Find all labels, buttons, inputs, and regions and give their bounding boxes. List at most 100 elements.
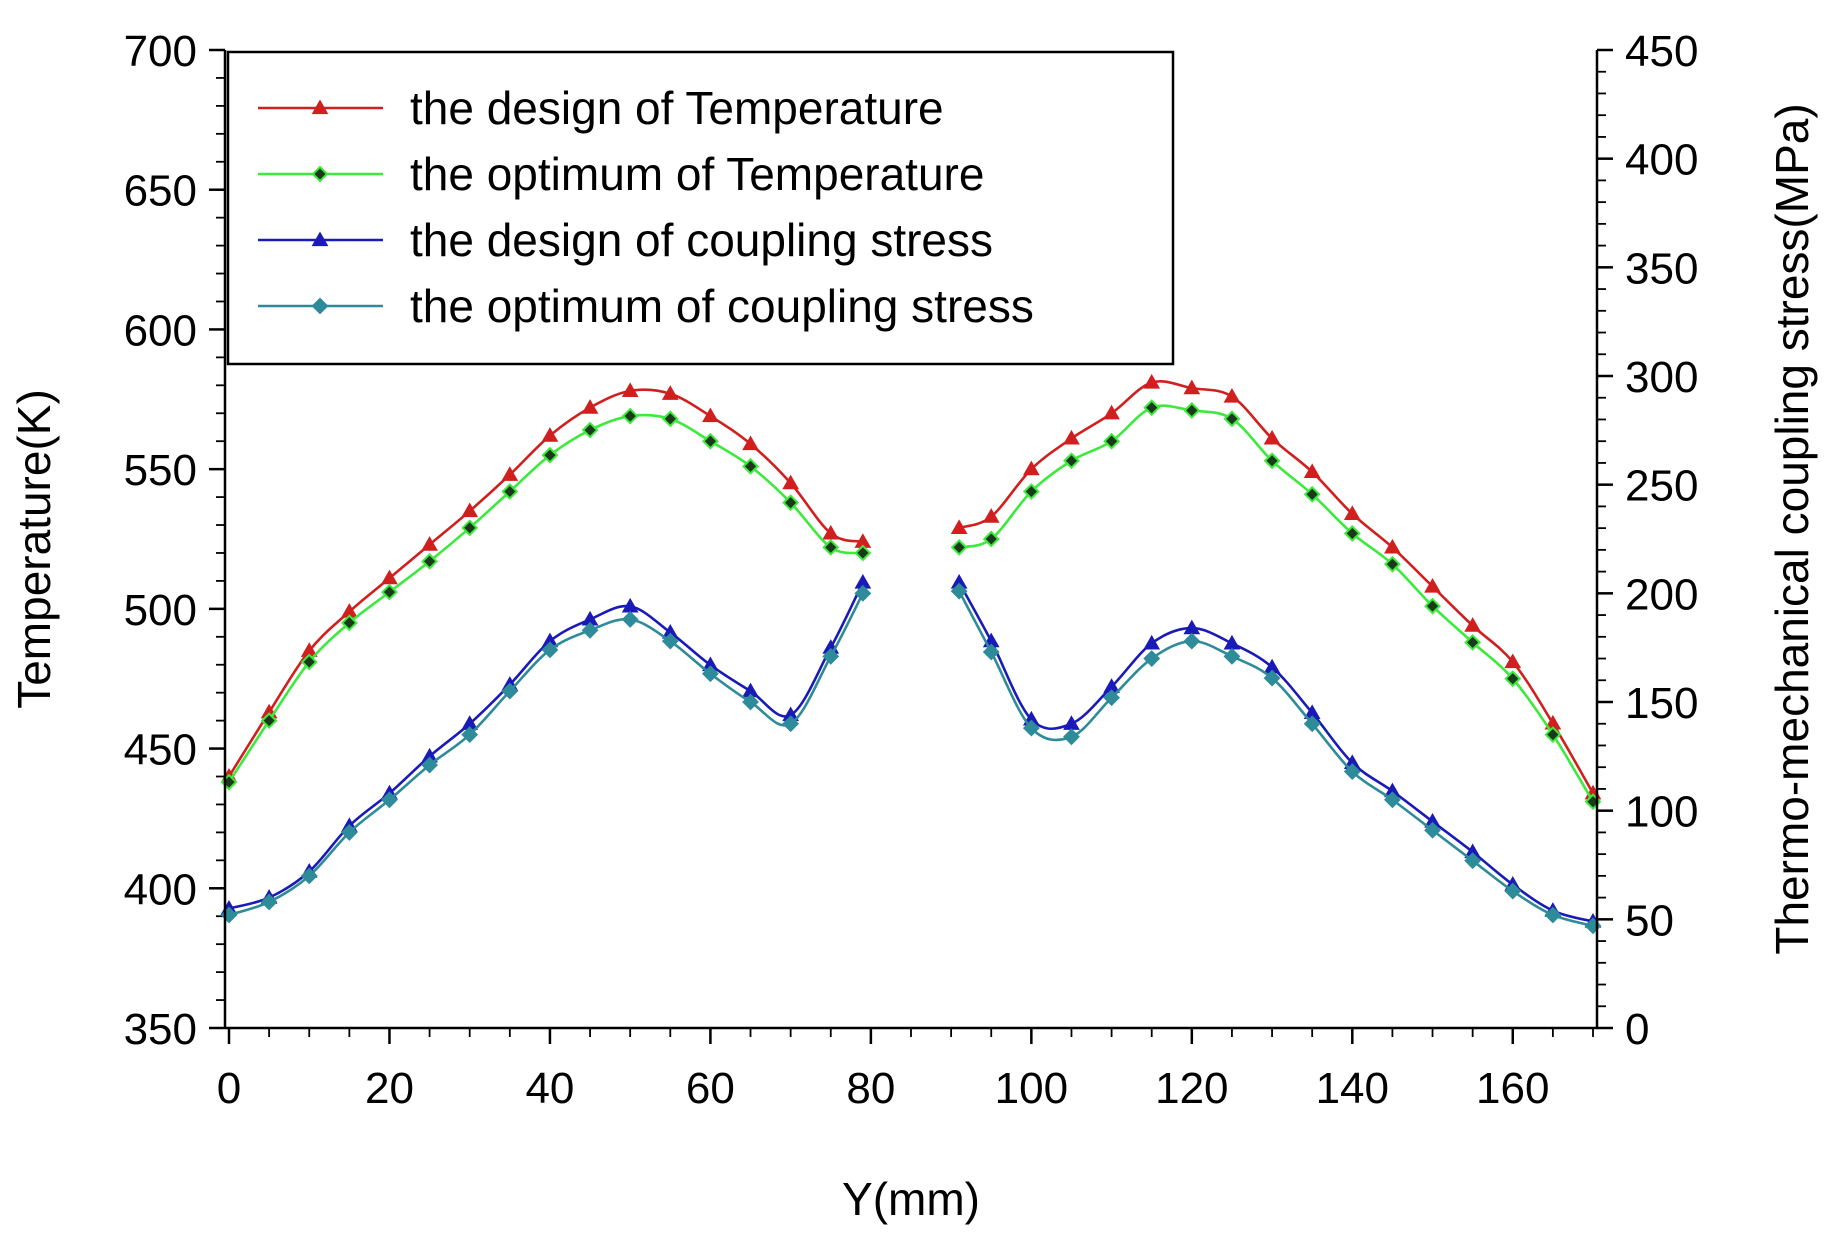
data-point [661, 385, 679, 400]
data-point [1183, 379, 1201, 395]
data-point [1303, 463, 1321, 479]
data-point [982, 530, 1000, 548]
data-point [854, 584, 872, 602]
data-point [1063, 728, 1080, 746]
data-point [1183, 632, 1201, 650]
data-point [421, 552, 439, 570]
y-right-tick-label: 50 [1625, 896, 1674, 945]
legend-box [226, 50, 1175, 366]
data-point [1103, 404, 1120, 420]
data-point [501, 466, 519, 481]
data-point [1384, 538, 1401, 554]
data-point [1143, 650, 1161, 667]
y-right-tick-label: 0 [1625, 1005, 1649, 1054]
y-left-tick-label: 700 [124, 27, 197, 76]
data-point [260, 712, 278, 730]
y-right-tick-label: 200 [1625, 570, 1698, 619]
series-4 [220, 582, 1602, 935]
data-point [1103, 689, 1121, 707]
y-right-tick-label: 300 [1625, 353, 1698, 402]
data-point [1223, 410, 1241, 428]
data-point [1183, 402, 1201, 419]
data-point [1263, 669, 1281, 687]
data-point [1223, 647, 1241, 665]
data-point [621, 382, 639, 398]
x-tick-label: 0 [217, 1064, 241, 1113]
data-point [982, 508, 1000, 523]
legend-label: the optimum of Temperature [410, 148, 984, 200]
data-point [541, 641, 559, 659]
data-point [782, 494, 800, 512]
axes [223, 50, 1599, 1030]
data-point [1063, 429, 1080, 445]
y-right-tick-label: 100 [1625, 788, 1698, 837]
data-point [300, 653, 318, 671]
data-point [950, 538, 968, 556]
data-point [742, 435, 759, 451]
data-point [381, 583, 398, 601]
y-left-tick-label: 350 [124, 1005, 197, 1054]
data-point [1303, 715, 1321, 733]
data-point [541, 427, 559, 442]
legend-items: the design of Temperature the optimum of … [258, 82, 1034, 332]
data-point [621, 610, 639, 628]
data-point [822, 647, 840, 665]
data-point [581, 399, 599, 414]
data-point [1303, 485, 1321, 503]
plot-area [220, 374, 1602, 935]
data-point [581, 621, 599, 639]
y-right-tick-label: 150 [1625, 679, 1698, 728]
data-point [381, 791, 398, 809]
data-point [1263, 452, 1281, 470]
legend-label: the design of coupling stress [410, 214, 993, 266]
data-point [782, 715, 800, 733]
x-tick-label: 140 [1316, 1064, 1389, 1113]
data-point [1464, 852, 1482, 870]
data-point [950, 519, 968, 534]
data-point [702, 407, 719, 423]
y-right-tick-label: 450 [1625, 27, 1698, 76]
x-tick-label: 120 [1155, 1064, 1228, 1113]
data-point [854, 544, 872, 562]
x-tick-label: 160 [1476, 1064, 1549, 1113]
data-point [1343, 524, 1361, 542]
legend-marker [311, 99, 329, 115]
data-point [1063, 452, 1080, 470]
data-point [661, 410, 679, 428]
data-point [661, 632, 679, 650]
data-point [742, 457, 759, 475]
data-point [501, 483, 519, 500]
data-point [340, 614, 358, 632]
data-point [1544, 726, 1562, 744]
data-point [1504, 653, 1522, 669]
y-right-tick-label: 400 [1625, 136, 1698, 185]
data-point [1343, 505, 1361, 520]
legend: the design of Temperature the optimum of … [226, 50, 1175, 366]
data-point [1143, 399, 1161, 417]
data-point [1143, 634, 1161, 650]
tick-layer: 3504004505005506006507000501001502002503… [124, 27, 1699, 1113]
data-point [421, 536, 438, 551]
data-point [822, 538, 840, 556]
data-point [1343, 763, 1361, 780]
data-point [1424, 821, 1441, 839]
y-right-tick-label: 250 [1625, 462, 1698, 511]
data-point [782, 474, 800, 490]
data-point [461, 502, 479, 518]
data-point [1424, 597, 1441, 615]
x-tick-label: 100 [995, 1064, 1068, 1113]
data-point [1383, 791, 1401, 809]
data-point [581, 421, 599, 439]
x-tick-label: 40 [525, 1064, 574, 1113]
data-point [701, 665, 719, 683]
data-point [260, 893, 278, 911]
data-point [1263, 429, 1281, 445]
data-point [1464, 617, 1482, 632]
y-left-tick-label: 450 [124, 726, 197, 775]
x-axis-title: Y(mm) [842, 1173, 980, 1225]
legend-marker [311, 297, 329, 315]
legend-label: the design of Temperature [410, 82, 944, 134]
data-point [982, 643, 1000, 661]
data-point [1223, 387, 1241, 403]
